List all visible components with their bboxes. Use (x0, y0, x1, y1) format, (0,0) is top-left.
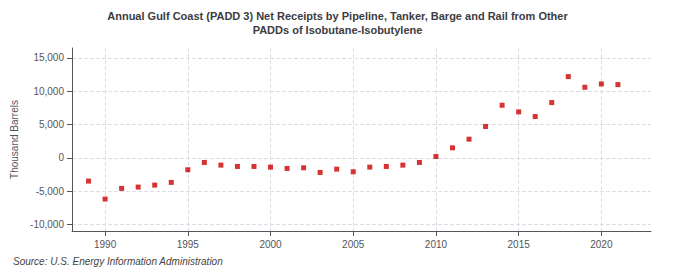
svg-text:5,000: 5,000 (39, 119, 64, 130)
svg-text:2010: 2010 (425, 239, 448, 250)
svg-text:2005: 2005 (342, 239, 365, 250)
svg-text:Annual Gulf Coast (PADD 3) Net: Annual Gulf Coast (PADD 3) Net Receipts … (107, 10, 568, 22)
svg-text:Thousand Barrels: Thousand Barrels (9, 100, 20, 179)
svg-text:PADDs of Isobutane-Isobutylene: PADDs of Isobutane-Isobutylene (253, 24, 423, 36)
svg-text:2020: 2020 (590, 239, 613, 250)
svg-text:15,000: 15,000 (33, 52, 64, 63)
svg-text:0: 0 (58, 152, 64, 163)
svg-text:2015: 2015 (508, 239, 531, 250)
svg-text:-10,000: -10,000 (30, 219, 64, 230)
svg-text:-5,000: -5,000 (36, 186, 65, 197)
svg-text:Source: U.S. Energy Informatio: Source: U.S. Energy Information Administ… (13, 256, 223, 267)
svg-text:1990: 1990 (94, 239, 117, 250)
svg-text:1995: 1995 (177, 239, 200, 250)
svg-text:2000: 2000 (259, 239, 282, 250)
svg-text:10,000: 10,000 (33, 86, 64, 97)
